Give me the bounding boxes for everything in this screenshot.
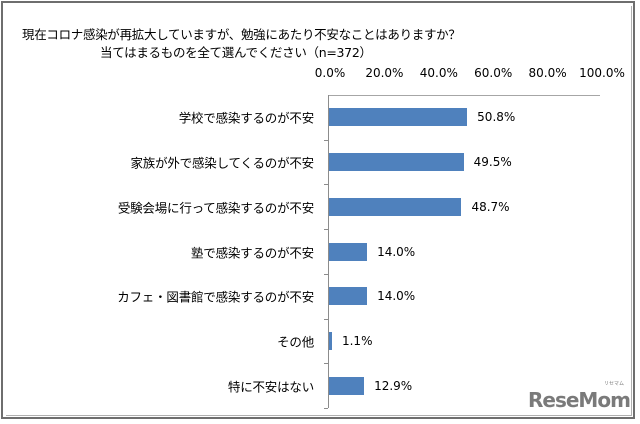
category-label: 家族が外で感染してくるのが不安 <box>130 155 314 171</box>
x-tick-label: 60.0% <box>474 66 513 80</box>
x-tick-label: 0.0% <box>314 66 346 80</box>
value-label: 14.0% <box>377 289 416 304</box>
category-axis-tick <box>324 363 328 365</box>
bar <box>329 376 365 395</box>
bar <box>329 197 462 216</box>
x-tick-label: 40.0% <box>419 66 458 80</box>
chart-title-line2: 当てはまるものを全て選んでください（n=372） <box>100 45 372 60</box>
category-label: 特に不安はない <box>227 379 314 395</box>
value-label: 48.7% <box>471 199 510 214</box>
category-axis-tick <box>324 184 328 186</box>
category-label: カフェ・図書館で感染するのが不安 <box>117 289 314 305</box>
x-tick-label: 80.0% <box>528 66 567 80</box>
category-label: 塾で感染するのが不安 <box>190 245 314 260</box>
chart-title-line1: 現在コロナ感染が再拡大していますが、勉強にあたり不安なことはありますか？ <box>22 27 461 42</box>
category-label: 受験会場に行って感染するのが不安 <box>117 200 314 216</box>
category-axis-line <box>328 95 329 408</box>
category-axis-tick <box>324 273 328 275</box>
bar <box>329 108 468 127</box>
bar <box>329 153 464 172</box>
plot-area-top-border <box>328 95 600 96</box>
value-label: 1.1% <box>341 333 373 348</box>
category-label: 学校で感染するのが不安 <box>178 110 315 126</box>
x-tick-label: 20.0% <box>365 66 404 80</box>
bar <box>329 287 368 306</box>
category-axis-tick <box>324 229 328 231</box>
category-label: その他 <box>277 334 314 350</box>
x-tick-label: 100.0% <box>579 66 625 80</box>
category-axis-tick <box>324 408 328 409</box>
frame-shadow <box>6 6 632 416</box>
value-label: 49.5% <box>473 155 512 170</box>
bar <box>329 242 368 261</box>
chart-frame <box>1 1 635 419</box>
bar <box>329 331 332 350</box>
value-label: 12.9% <box>374 378 413 393</box>
category-axis-tick <box>324 139 328 141</box>
value-label: 14.0% <box>377 244 416 259</box>
resemom-logo-ruby: リセマム <box>604 381 625 387</box>
value-label: 50.8% <box>477 110 516 125</box>
category-axis-tick <box>324 318 328 320</box>
resemom-logo: ReseMom <box>528 388 631 412</box>
